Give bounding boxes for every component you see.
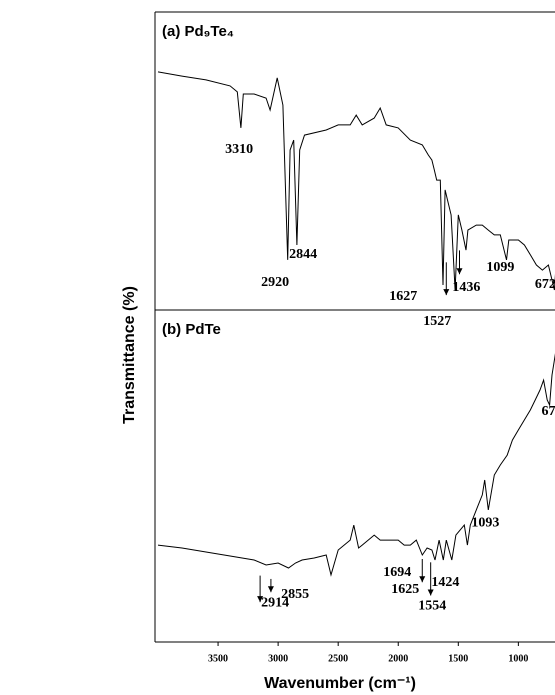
peak-label: 1527 <box>423 314 451 329</box>
arrow-head <box>456 268 463 275</box>
peak-label: 2844 <box>289 247 317 262</box>
panel-title: (a) Pd₉Te₄ <box>162 23 234 40</box>
spectrum-line <box>157 71 555 291</box>
x-tick-label: 1500 <box>448 653 468 664</box>
spectrum-line <box>157 353 555 577</box>
peak-label: 672 <box>535 277 555 292</box>
peak-label: 1436 <box>452 280 480 295</box>
peak-label: 2920 <box>261 275 289 290</box>
peak-label: 1424 <box>431 575 459 590</box>
y-axis-label: Transmittance (%) <box>121 286 138 424</box>
peak-label: 3310 <box>225 142 253 157</box>
peak-label: 2914 <box>261 595 289 610</box>
peak-label: 1554 <box>418 598 446 613</box>
peak-label: 1694 <box>383 565 411 580</box>
x-tick-label: 3500 <box>208 653 228 664</box>
arrow-head <box>427 589 434 596</box>
x-axis-label: Wavenumber (cm⁻¹) <box>264 675 416 692</box>
arrow-head <box>443 289 450 296</box>
x-tick-label: 1000 <box>508 653 528 664</box>
peak-label: 1627 <box>389 289 417 304</box>
peak-label: 1625 <box>391 582 419 597</box>
peak-label: 2855 <box>281 587 309 602</box>
x-tick-label: 2500 <box>328 653 348 664</box>
peak-label: 679 <box>541 404 555 419</box>
arrow-head <box>267 586 274 593</box>
panel-title: (b) PdTe <box>162 321 221 338</box>
peak-label: 1099 <box>486 260 514 275</box>
x-tick-label: 2000 <box>388 653 408 664</box>
peak-label: 1093 <box>471 515 499 530</box>
x-tick-label: 3000 <box>268 653 288 664</box>
arrow-head <box>419 576 426 583</box>
arrow-head <box>257 596 264 603</box>
